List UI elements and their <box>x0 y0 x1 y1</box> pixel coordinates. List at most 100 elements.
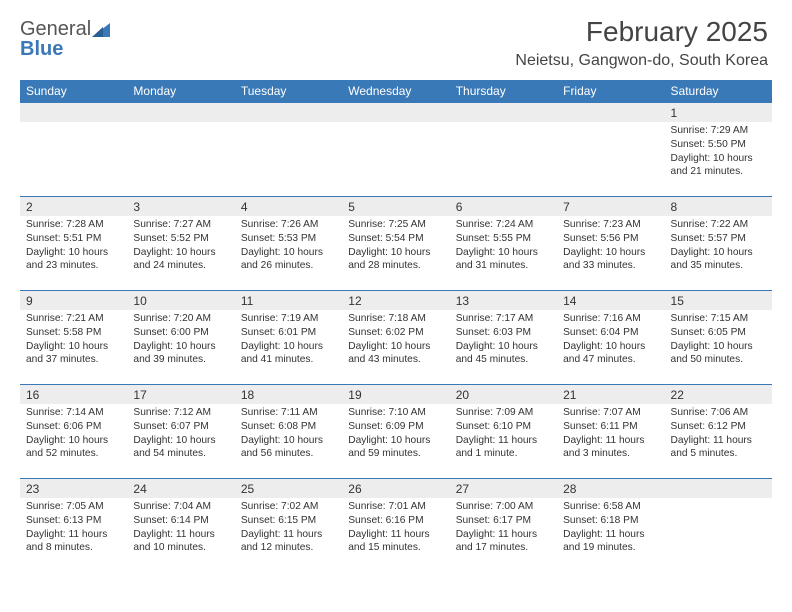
calendar-day-cell: 2Sunrise: 7:28 AMSunset: 5:51 PMDaylight… <box>20 197 127 291</box>
calendar-day-cell: 23Sunrise: 7:05 AMSunset: 6:13 PMDayligh… <box>20 479 127 573</box>
calendar-day-cell: 11Sunrise: 7:19 AMSunset: 6:01 PMDayligh… <box>235 291 342 385</box>
day-detail: Sunrise: 7:07 AMSunset: 6:11 PMDaylight:… <box>557 404 664 465</box>
day-detail: Sunrise: 7:16 AMSunset: 6:04 PMDaylight:… <box>557 310 664 371</box>
day-number: 11 <box>235 291 342 310</box>
calendar-day-cell <box>127 103 234 197</box>
calendar-day-cell: 17Sunrise: 7:12 AMSunset: 6:07 PMDayligh… <box>127 385 234 479</box>
day-number: 19 <box>342 385 449 404</box>
calendar-day-cell: 10Sunrise: 7:20 AMSunset: 6:00 PMDayligh… <box>127 291 234 385</box>
day-detail <box>665 498 772 504</box>
calendar-day-cell: 13Sunrise: 7:17 AMSunset: 6:03 PMDayligh… <box>450 291 557 385</box>
day-detail: Sunrise: 7:29 AMSunset: 5:50 PMDaylight:… <box>665 122 772 183</box>
day-detail <box>342 122 449 128</box>
day-detail: Sunrise: 7:05 AMSunset: 6:13 PMDaylight:… <box>20 498 127 559</box>
calendar-day-cell: 6Sunrise: 7:24 AMSunset: 5:55 PMDaylight… <box>450 197 557 291</box>
calendar-day-cell <box>235 103 342 197</box>
brand-logo: General Blue <box>20 18 110 61</box>
day-number: 20 <box>450 385 557 404</box>
calendar-day-cell: 4Sunrise: 7:26 AMSunset: 5:53 PMDaylight… <box>235 197 342 291</box>
day-number: 22 <box>665 385 772 404</box>
calendar-day-cell: 16Sunrise: 7:14 AMSunset: 6:06 PMDayligh… <box>20 385 127 479</box>
day-detail: Sunrise: 7:14 AMSunset: 6:06 PMDaylight:… <box>20 404 127 465</box>
calendar-day-cell: 21Sunrise: 7:07 AMSunset: 6:11 PMDayligh… <box>557 385 664 479</box>
calendar-day-cell: 24Sunrise: 7:04 AMSunset: 6:14 PMDayligh… <box>127 479 234 573</box>
day-number: 14 <box>557 291 664 310</box>
day-number: 21 <box>557 385 664 404</box>
day-detail <box>20 122 127 128</box>
day-number: 13 <box>450 291 557 310</box>
day-number: 10 <box>127 291 234 310</box>
calendar-day-cell <box>20 103 127 197</box>
calendar-day-cell: 20Sunrise: 7:09 AMSunset: 6:10 PMDayligh… <box>450 385 557 479</box>
day-detail <box>127 122 234 128</box>
calendar-day-cell: 26Sunrise: 7:01 AMSunset: 6:16 PMDayligh… <box>342 479 449 573</box>
calendar-day-cell: 28Sunrise: 6:58 AMSunset: 6:18 PMDayligh… <box>557 479 664 573</box>
calendar-day-cell: 1Sunrise: 7:29 AMSunset: 5:50 PMDaylight… <box>665 103 772 197</box>
day-detail: Sunrise: 7:25 AMSunset: 5:54 PMDaylight:… <box>342 216 449 277</box>
day-number <box>20 103 127 122</box>
day-number: 4 <box>235 197 342 216</box>
calendar-day-cell: 18Sunrise: 7:11 AMSunset: 6:08 PMDayligh… <box>235 385 342 479</box>
day-header: Tuesday <box>235 80 342 103</box>
day-detail: Sunrise: 7:06 AMSunset: 6:12 PMDaylight:… <box>665 404 772 465</box>
calendar-day-cell: 15Sunrise: 7:15 AMSunset: 6:05 PMDayligh… <box>665 291 772 385</box>
day-number <box>127 103 234 122</box>
day-detail: Sunrise: 7:26 AMSunset: 5:53 PMDaylight:… <box>235 216 342 277</box>
sail-icon <box>92 23 110 37</box>
day-header: Saturday <box>665 80 772 103</box>
calendar-day-cell: 8Sunrise: 7:22 AMSunset: 5:57 PMDaylight… <box>665 197 772 291</box>
day-detail: Sunrise: 7:19 AMSunset: 6:01 PMDaylight:… <box>235 310 342 371</box>
calendar-day-cell: 7Sunrise: 7:23 AMSunset: 5:56 PMDaylight… <box>557 197 664 291</box>
day-header: Friday <box>557 80 664 103</box>
day-header-row: SundayMondayTuesdayWednesdayThursdayFrid… <box>20 80 772 103</box>
day-detail: Sunrise: 7:11 AMSunset: 6:08 PMDaylight:… <box>235 404 342 465</box>
calendar-day-cell <box>450 103 557 197</box>
day-number: 26 <box>342 479 449 498</box>
location-subtitle: Neietsu, Gangwon-do, South Korea <box>515 52 768 70</box>
day-detail: Sunrise: 7:04 AMSunset: 6:14 PMDaylight:… <box>127 498 234 559</box>
calendar-day-cell: 22Sunrise: 7:06 AMSunset: 6:12 PMDayligh… <box>665 385 772 479</box>
calendar-table: SundayMondayTuesdayWednesdayThursdayFrid… <box>20 80 772 573</box>
day-number: 5 <box>342 197 449 216</box>
day-detail: Sunrise: 7:17 AMSunset: 6:03 PMDaylight:… <box>450 310 557 371</box>
calendar-week-row: 9Sunrise: 7:21 AMSunset: 5:58 PMDaylight… <box>20 291 772 385</box>
calendar-day-cell <box>665 479 772 573</box>
day-detail: Sunrise: 7:18 AMSunset: 6:02 PMDaylight:… <box>342 310 449 371</box>
day-number: 12 <box>342 291 449 310</box>
calendar-day-cell: 5Sunrise: 7:25 AMSunset: 5:54 PMDaylight… <box>342 197 449 291</box>
calendar-week-row: 23Sunrise: 7:05 AMSunset: 6:13 PMDayligh… <box>20 479 772 573</box>
brand-part2: Blue <box>20 38 110 61</box>
day-number: 17 <box>127 385 234 404</box>
day-number: 28 <box>557 479 664 498</box>
day-number: 6 <box>450 197 557 216</box>
day-detail <box>557 122 664 128</box>
day-detail: Sunrise: 7:27 AMSunset: 5:52 PMDaylight:… <box>127 216 234 277</box>
calendar-day-cell <box>342 103 449 197</box>
calendar-day-cell: 9Sunrise: 7:21 AMSunset: 5:58 PMDaylight… <box>20 291 127 385</box>
day-header: Monday <box>127 80 234 103</box>
day-detail: Sunrise: 7:02 AMSunset: 6:15 PMDaylight:… <box>235 498 342 559</box>
day-number: 27 <box>450 479 557 498</box>
day-detail: Sunrise: 7:01 AMSunset: 6:16 PMDaylight:… <box>342 498 449 559</box>
day-number: 25 <box>235 479 342 498</box>
calendar-week-row: 16Sunrise: 7:14 AMSunset: 6:06 PMDayligh… <box>20 385 772 479</box>
calendar-day-cell: 27Sunrise: 7:00 AMSunset: 6:17 PMDayligh… <box>450 479 557 573</box>
day-detail: Sunrise: 6:58 AMSunset: 6:18 PMDaylight:… <box>557 498 664 559</box>
day-number: 8 <box>665 197 772 216</box>
day-detail: Sunrise: 7:28 AMSunset: 5:51 PMDaylight:… <box>20 216 127 277</box>
day-number: 7 <box>557 197 664 216</box>
calendar-day-cell: 19Sunrise: 7:10 AMSunset: 6:09 PMDayligh… <box>342 385 449 479</box>
day-number: 15 <box>665 291 772 310</box>
day-number: 16 <box>20 385 127 404</box>
day-number <box>450 103 557 122</box>
calendar-day-cell: 25Sunrise: 7:02 AMSunset: 6:15 PMDayligh… <box>235 479 342 573</box>
calendar-week-row: 1Sunrise: 7:29 AMSunset: 5:50 PMDaylight… <box>20 103 772 197</box>
day-detail: Sunrise: 7:20 AMSunset: 6:00 PMDaylight:… <box>127 310 234 371</box>
month-title: February 2025 <box>515 16 768 48</box>
day-number: 23 <box>20 479 127 498</box>
day-detail: Sunrise: 7:15 AMSunset: 6:05 PMDaylight:… <box>665 310 772 371</box>
calendar-week-row: 2Sunrise: 7:28 AMSunset: 5:51 PMDaylight… <box>20 197 772 291</box>
day-number <box>665 479 772 498</box>
day-header: Wednesday <box>342 80 449 103</box>
day-detail <box>450 122 557 128</box>
